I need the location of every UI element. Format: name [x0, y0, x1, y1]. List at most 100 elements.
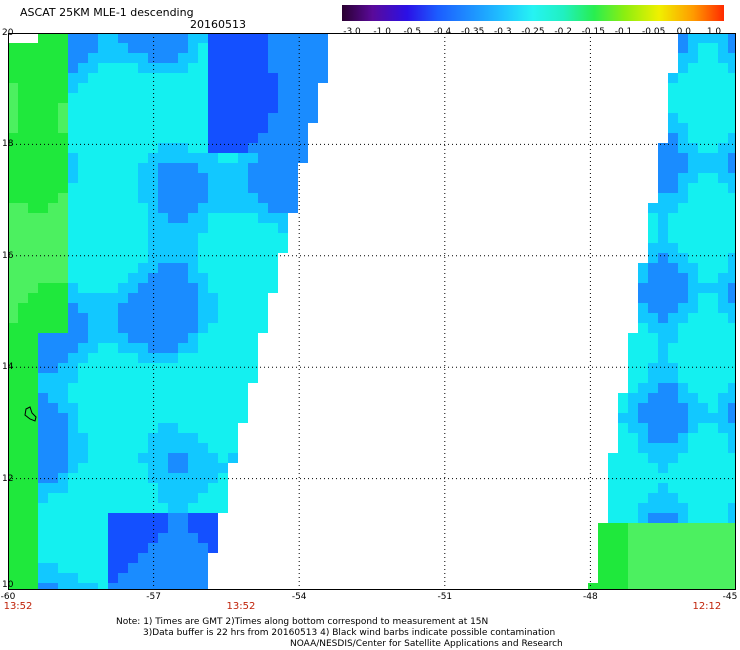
swath-cell-left — [228, 293, 238, 303]
swath-cell-left — [88, 493, 98, 503]
swath-cell-left — [88, 403, 98, 413]
swath-cell-left — [258, 283, 268, 293]
swath-cell-right — [668, 403, 678, 413]
swath-cell-left — [78, 283, 88, 293]
swath-cell-left — [38, 93, 48, 103]
swath-cell-right — [628, 493, 638, 503]
swath-cell-left — [258, 83, 268, 93]
swath-cell-left — [148, 213, 158, 223]
swath-cell-left — [68, 233, 78, 243]
swath-cell-left — [198, 553, 208, 563]
swath-cell-right — [728, 193, 736, 203]
swath-cell-left — [238, 373, 248, 383]
swath-cell-left — [218, 223, 228, 233]
swath-cell-left — [48, 503, 58, 513]
swath-cell-right — [648, 253, 658, 263]
swath-cell-right — [618, 513, 628, 523]
swath-cell-left — [198, 403, 208, 413]
swath-cell-left — [38, 293, 48, 303]
swath-cell-right — [718, 413, 728, 423]
swath-cell-right — [728, 43, 736, 53]
swath-cell-left — [158, 453, 168, 463]
swath-cell-right — [688, 453, 698, 463]
swath-cell-left — [138, 573, 148, 583]
swath-cell-left — [108, 243, 118, 253]
swath-cell-left — [18, 253, 28, 263]
swath-cell-right — [638, 333, 648, 343]
swath-cell-left — [118, 363, 128, 373]
swath-cell-left — [38, 523, 48, 533]
swath-cell-left — [128, 383, 138, 393]
swath-cell-right — [628, 483, 638, 493]
swath-cell-left — [218, 73, 228, 83]
swath-cell-right — [618, 563, 628, 573]
swath-cell-left — [218, 413, 228, 423]
swath-cell-left — [118, 133, 128, 143]
swath-cell-left — [208, 283, 218, 293]
swath-cell-left — [118, 493, 128, 503]
swath-cell-left — [208, 523, 218, 533]
swath-cell-left — [178, 223, 188, 233]
swath-cell-right — [698, 43, 708, 53]
swath-cell-right — [708, 173, 718, 183]
swath-cell-right — [698, 223, 708, 233]
swath-cell-left — [198, 103, 208, 113]
swath-cell-left — [168, 283, 178, 293]
swath-cell-right — [658, 553, 668, 563]
swath-cell-left — [148, 63, 158, 73]
swath-cell-left — [98, 333, 108, 343]
swath-cell-left — [168, 563, 178, 573]
swath-cell-left — [258, 303, 268, 313]
swath-cell-right — [638, 573, 648, 583]
swath-cell-left — [178, 513, 188, 523]
swath-cell-right — [678, 443, 688, 453]
swath-cell-left — [288, 93, 298, 103]
swath-cell-right — [668, 233, 678, 243]
swath-cell-right — [678, 373, 688, 383]
swath-cell-left — [18, 103, 28, 113]
swath-cell-left — [128, 263, 138, 273]
swath-cell-left — [168, 353, 178, 363]
swath-cell-right — [668, 123, 678, 133]
swath-cell-right — [668, 573, 678, 583]
swath-cell-left — [28, 63, 38, 73]
swath-cell-left — [78, 353, 88, 363]
swath-cell-right — [718, 363, 728, 373]
swath-cell-right — [618, 393, 628, 403]
swath-cell-right — [698, 293, 708, 303]
swath-cell-right — [688, 413, 698, 423]
swath-cell-left — [68, 483, 78, 493]
swath-cell-left — [198, 393, 208, 403]
swath-cell-left — [68, 553, 78, 563]
swath-cell-left — [138, 343, 148, 353]
swath-cell-left — [158, 133, 168, 143]
swath-cell-right — [708, 283, 718, 293]
swath-cell-left — [248, 133, 258, 143]
swath-cell-left — [88, 193, 98, 203]
swath-cell-left — [208, 483, 218, 493]
swath-cell-left — [168, 323, 178, 333]
swath-cell-left — [18, 533, 28, 543]
swath-cell-left — [208, 503, 218, 513]
swath-cell-left — [258, 213, 268, 223]
swath-cell-right — [698, 133, 708, 143]
swath-cell-right — [658, 533, 668, 543]
swath-cell-right — [648, 273, 658, 283]
swath-cell-left — [238, 263, 248, 273]
swath-cell-right — [688, 163, 698, 173]
swath-cell-left — [138, 273, 148, 283]
swath-cell-left — [228, 303, 238, 313]
swath-cell-left — [28, 313, 38, 323]
swath-cell-left — [88, 263, 98, 273]
swath-cell-left — [58, 193, 68, 203]
swath-cell-right — [688, 513, 698, 523]
swath-cell-left — [138, 223, 148, 233]
swath-cell-right — [678, 423, 688, 433]
swath-cell-left — [18, 563, 28, 573]
swath-cell-right — [688, 223, 698, 233]
swath-cell-left — [38, 253, 48, 263]
swath-cell-right — [658, 413, 668, 423]
swath-cell-left — [18, 113, 28, 123]
swath-cell-left — [188, 223, 198, 233]
swath-cell-right — [658, 313, 668, 323]
